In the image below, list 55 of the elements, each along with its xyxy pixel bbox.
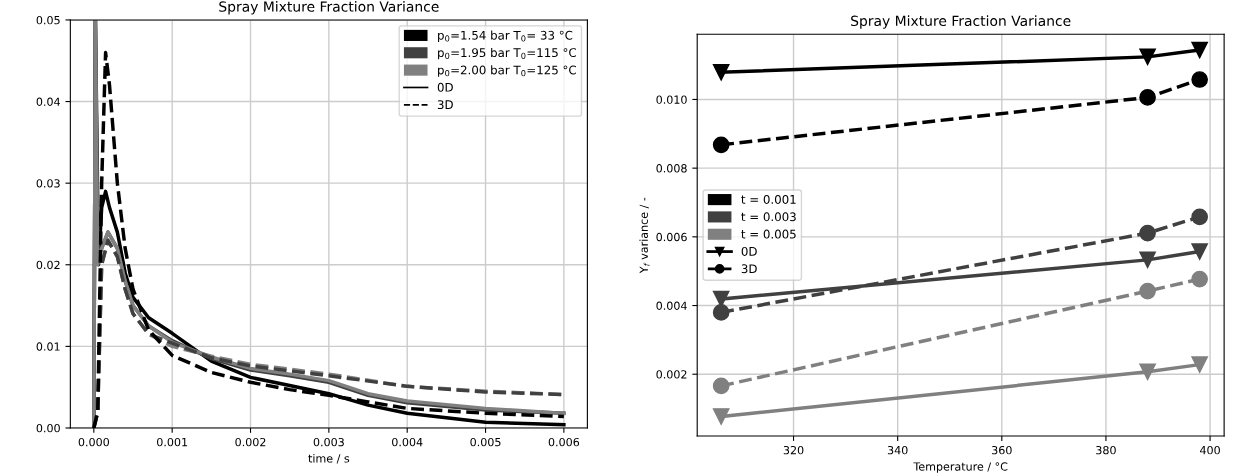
point [1139, 363, 1156, 381]
point [1139, 48, 1156, 66]
y-tick-label: 0.006 [656, 232, 687, 242]
y-tick-label: 0.01 [36, 342, 60, 351]
point [1191, 356, 1208, 373]
x-tick-label: 0.001 [157, 437, 188, 447]
legend-label: t = 0.005 [741, 229, 796, 239]
y-tick-label: 0.008 [656, 164, 687, 173]
point [712, 136, 730, 154]
y-tick-label: 0.02 [36, 260, 60, 270]
x-tick-label: 380 [1096, 445, 1116, 455]
legend-label: p$_{0}$=1.54 bar T$_{0}$= 33 °C [438, 30, 573, 42]
point [1139, 224, 1156, 242]
legend-label: 0D [437, 82, 453, 92]
x-tick-label: 340 [887, 445, 908, 455]
point [712, 408, 730, 425]
x-tick-label: 0.002 [235, 437, 266, 447]
legend-label: t = 0.001 [741, 194, 796, 204]
x-tick-label: 0.006 [548, 437, 580, 447]
x-tick-label: 0.000 [78, 437, 110, 447]
legend-label: 3D [741, 264, 757, 274]
y-tick-label: 0.010 [656, 95, 687, 104]
y-tick-label: 0.03 [36, 179, 60, 188]
x-axis-title: time / s [308, 454, 350, 464]
x-tick-label: 360 [992, 445, 1012, 455]
y-tick-label: 0.002 [656, 370, 687, 379]
x-axis-title: Temperature / °C [913, 462, 1008, 473]
point [712, 63, 730, 81]
y-tick-label: 0.04 [36, 97, 60, 106]
y-tick-label: 0.004 [656, 301, 687, 310]
x-tick-label: 320 [783, 445, 804, 455]
y-tick-label: 0.00 [36, 423, 60, 433]
point [1139, 251, 1156, 269]
point [1139, 89, 1156, 106]
y-axis-title: Y$_{f}$ variance / - [639, 197, 650, 274]
point [1191, 243, 1208, 260]
legend-label: 0D [741, 246, 757, 256]
point [1191, 208, 1208, 226]
x-tick-label: 400 [1200, 445, 1220, 455]
point [1139, 282, 1156, 300]
point [1191, 41, 1208, 59]
chart-title: Spray Mixture Fraction Variance [219, 1, 439, 15]
x-tick-label: 0.004 [392, 437, 423, 447]
legend-label: t = 0.003 [741, 212, 796, 222]
legend-label: p$_{0}$=1.95 bar T$_{0}$=115 °C [438, 47, 577, 60]
y-tick-label: 0.05 [36, 15, 60, 25]
x-tick-label: 0.003 [313, 437, 344, 447]
legend-label: p$_{0}$=2.00 bar T$_{0}$=125 °C [438, 65, 577, 77]
x-tick-label: 0.005 [470, 437, 501, 447]
point [712, 377, 730, 395]
point [712, 304, 730, 321]
chart-title: Spray Mixture Fraction Variance [851, 15, 1071, 29]
point [1191, 270, 1208, 288]
legend-label: 3D [437, 100, 453, 110]
point [1191, 71, 1208, 88]
